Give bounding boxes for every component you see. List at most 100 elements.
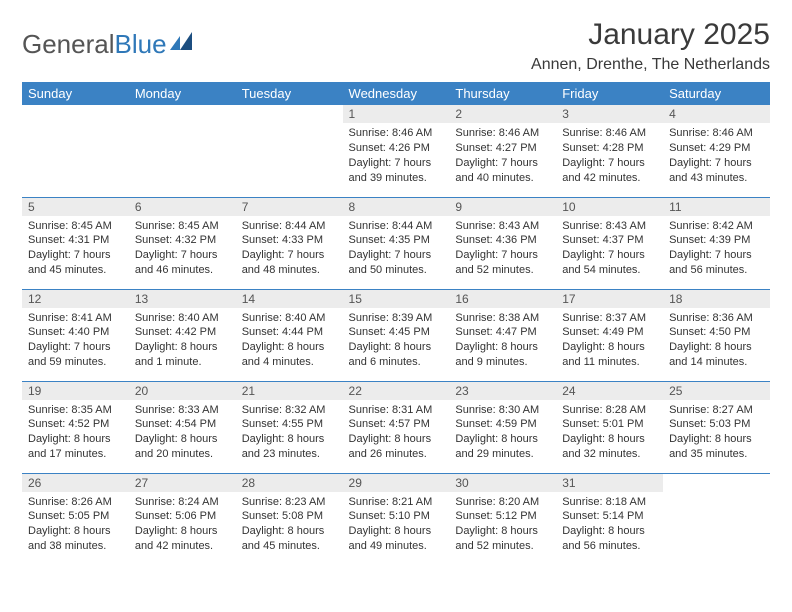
day-body: Sunrise: 8:21 AMSunset: 5:10 PMDaylight:… xyxy=(343,492,450,558)
day-line: Sunrise: 8:24 AM xyxy=(135,495,230,510)
day-line: and 11 minutes. xyxy=(562,355,657,370)
day-number xyxy=(236,105,343,123)
day-number: 24 xyxy=(556,382,663,400)
day-line: and 43 minutes. xyxy=(669,171,764,186)
day-line: Sunset: 5:10 PM xyxy=(349,509,444,524)
day-number: 13 xyxy=(129,290,236,308)
col-sunday: Sunday xyxy=(22,82,129,105)
day-number: 4 xyxy=(663,105,770,123)
day-line: Sunset: 5:14 PM xyxy=(562,509,657,524)
day-body: Sunrise: 8:46 AMSunset: 4:27 PMDaylight:… xyxy=(449,123,556,189)
day-line: Sunrise: 8:43 AM xyxy=(455,219,550,234)
day-line: Daylight: 7 hours xyxy=(562,248,657,263)
calendar-cell: 1Sunrise: 8:46 AMSunset: 4:26 PMDaylight… xyxy=(343,105,450,197)
day-body: Sunrise: 8:27 AMSunset: 5:03 PMDaylight:… xyxy=(663,400,770,466)
calendar-body: 1Sunrise: 8:46 AMSunset: 4:26 PMDaylight… xyxy=(22,105,770,565)
calendar-cell: 4Sunrise: 8:46 AMSunset: 4:29 PMDaylight… xyxy=(663,105,770,197)
day-line: Sunrise: 8:27 AM xyxy=(669,403,764,418)
day-number: 21 xyxy=(236,382,343,400)
day-line: Sunrise: 8:42 AM xyxy=(669,219,764,234)
month-title: January 2025 xyxy=(531,18,770,52)
calendar-cell: 26Sunrise: 8:26 AMSunset: 5:05 PMDayligh… xyxy=(22,473,129,565)
day-line: Sunset: 4:37 PM xyxy=(562,233,657,248)
day-line: Daylight: 7 hours xyxy=(349,156,444,171)
day-line: and 56 minutes. xyxy=(562,539,657,554)
day-line: Daylight: 8 hours xyxy=(455,524,550,539)
calendar-cell: 16Sunrise: 8:38 AMSunset: 4:47 PMDayligh… xyxy=(449,289,556,381)
day-line: Sunset: 4:31 PM xyxy=(28,233,123,248)
calendar-cell: 8Sunrise: 8:44 AMSunset: 4:35 PMDaylight… xyxy=(343,197,450,289)
day-number: 5 xyxy=(22,198,129,216)
day-number: 14 xyxy=(236,290,343,308)
col-thursday: Thursday xyxy=(449,82,556,105)
day-line: Daylight: 7 hours xyxy=(455,156,550,171)
col-saturday: Saturday xyxy=(663,82,770,105)
day-line: Sunset: 5:01 PM xyxy=(562,417,657,432)
day-line: Daylight: 7 hours xyxy=(242,248,337,263)
day-line: Sunrise: 8:36 AM xyxy=(669,311,764,326)
day-line: Daylight: 8 hours xyxy=(562,340,657,355)
day-number: 6 xyxy=(129,198,236,216)
col-monday: Monday xyxy=(129,82,236,105)
day-number: 20 xyxy=(129,382,236,400)
day-line: Sunset: 4:52 PM xyxy=(28,417,123,432)
day-line: Sunset: 4:54 PM xyxy=(135,417,230,432)
day-line: Sunset: 4:47 PM xyxy=(455,325,550,340)
day-line: Daylight: 7 hours xyxy=(669,248,764,263)
day-line: Sunrise: 8:30 AM xyxy=(455,403,550,418)
day-line: and 26 minutes. xyxy=(349,447,444,462)
day-line: Sunset: 5:06 PM xyxy=(135,509,230,524)
day-line: Daylight: 8 hours xyxy=(242,432,337,447)
day-number: 11 xyxy=(663,198,770,216)
calendar-cell: 9Sunrise: 8:43 AMSunset: 4:36 PMDaylight… xyxy=(449,197,556,289)
day-line: and 52 minutes. xyxy=(455,263,550,278)
col-tuesday: Tuesday xyxy=(236,82,343,105)
day-line: and 6 minutes. xyxy=(349,355,444,370)
calendar-cell xyxy=(236,105,343,197)
day-line: Sunrise: 8:35 AM xyxy=(28,403,123,418)
day-line: Daylight: 8 hours xyxy=(349,432,444,447)
logo-text-general: General xyxy=(22,29,115,60)
day-line: and 59 minutes. xyxy=(28,355,123,370)
day-body: Sunrise: 8:46 AMSunset: 4:26 PMDaylight:… xyxy=(343,123,450,189)
day-body: Sunrise: 8:32 AMSunset: 4:55 PMDaylight:… xyxy=(236,400,343,466)
day-line: and 56 minutes. xyxy=(669,263,764,278)
day-line: Sunrise: 8:39 AM xyxy=(349,311,444,326)
day-number: 15 xyxy=(343,290,450,308)
calendar-cell: 7Sunrise: 8:44 AMSunset: 4:33 PMDaylight… xyxy=(236,197,343,289)
day-line: Sunset: 4:57 PM xyxy=(349,417,444,432)
day-number: 26 xyxy=(22,474,129,492)
day-number: 9 xyxy=(449,198,556,216)
day-line: Daylight: 8 hours xyxy=(562,432,657,447)
day-number: 12 xyxy=(22,290,129,308)
calendar-cell: 14Sunrise: 8:40 AMSunset: 4:44 PMDayligh… xyxy=(236,289,343,381)
day-line: and 17 minutes. xyxy=(28,447,123,462)
day-line: Sunrise: 8:46 AM xyxy=(669,126,764,141)
day-line: and 40 minutes. xyxy=(455,171,550,186)
day-body: Sunrise: 8:46 AMSunset: 4:29 PMDaylight:… xyxy=(663,123,770,189)
day-line: Sunset: 4:44 PM xyxy=(242,325,337,340)
day-line: and 35 minutes. xyxy=(669,447,764,462)
day-body: Sunrise: 8:23 AMSunset: 5:08 PMDaylight:… xyxy=(236,492,343,558)
day-body: Sunrise: 8:20 AMSunset: 5:12 PMDaylight:… xyxy=(449,492,556,558)
day-line: Sunrise: 8:20 AM xyxy=(455,495,550,510)
day-line: Sunset: 4:55 PM xyxy=(242,417,337,432)
day-line: Daylight: 8 hours xyxy=(28,524,123,539)
day-line: Daylight: 8 hours xyxy=(242,524,337,539)
day-line: Sunrise: 8:46 AM xyxy=(455,126,550,141)
day-body: Sunrise: 8:42 AMSunset: 4:39 PMDaylight:… xyxy=(663,216,770,282)
calendar-cell: 31Sunrise: 8:18 AMSunset: 5:14 PMDayligh… xyxy=(556,473,663,565)
calendar-cell: 20Sunrise: 8:33 AMSunset: 4:54 PMDayligh… xyxy=(129,381,236,473)
calendar-cell: 28Sunrise: 8:23 AMSunset: 5:08 PMDayligh… xyxy=(236,473,343,565)
day-line: Sunrise: 8:33 AM xyxy=(135,403,230,418)
day-number: 29 xyxy=(343,474,450,492)
day-line: and 52 minutes. xyxy=(455,539,550,554)
calendar-row: 1Sunrise: 8:46 AMSunset: 4:26 PMDaylight… xyxy=(22,105,770,197)
day-line: Sunrise: 8:31 AM xyxy=(349,403,444,418)
day-line: Sunset: 4:26 PM xyxy=(349,141,444,156)
day-line: Daylight: 7 hours xyxy=(28,340,123,355)
day-number: 27 xyxy=(129,474,236,492)
day-line: Sunrise: 8:18 AM xyxy=(562,495,657,510)
day-line: Sunrise: 8:46 AM xyxy=(562,126,657,141)
day-line: Sunset: 4:27 PM xyxy=(455,141,550,156)
